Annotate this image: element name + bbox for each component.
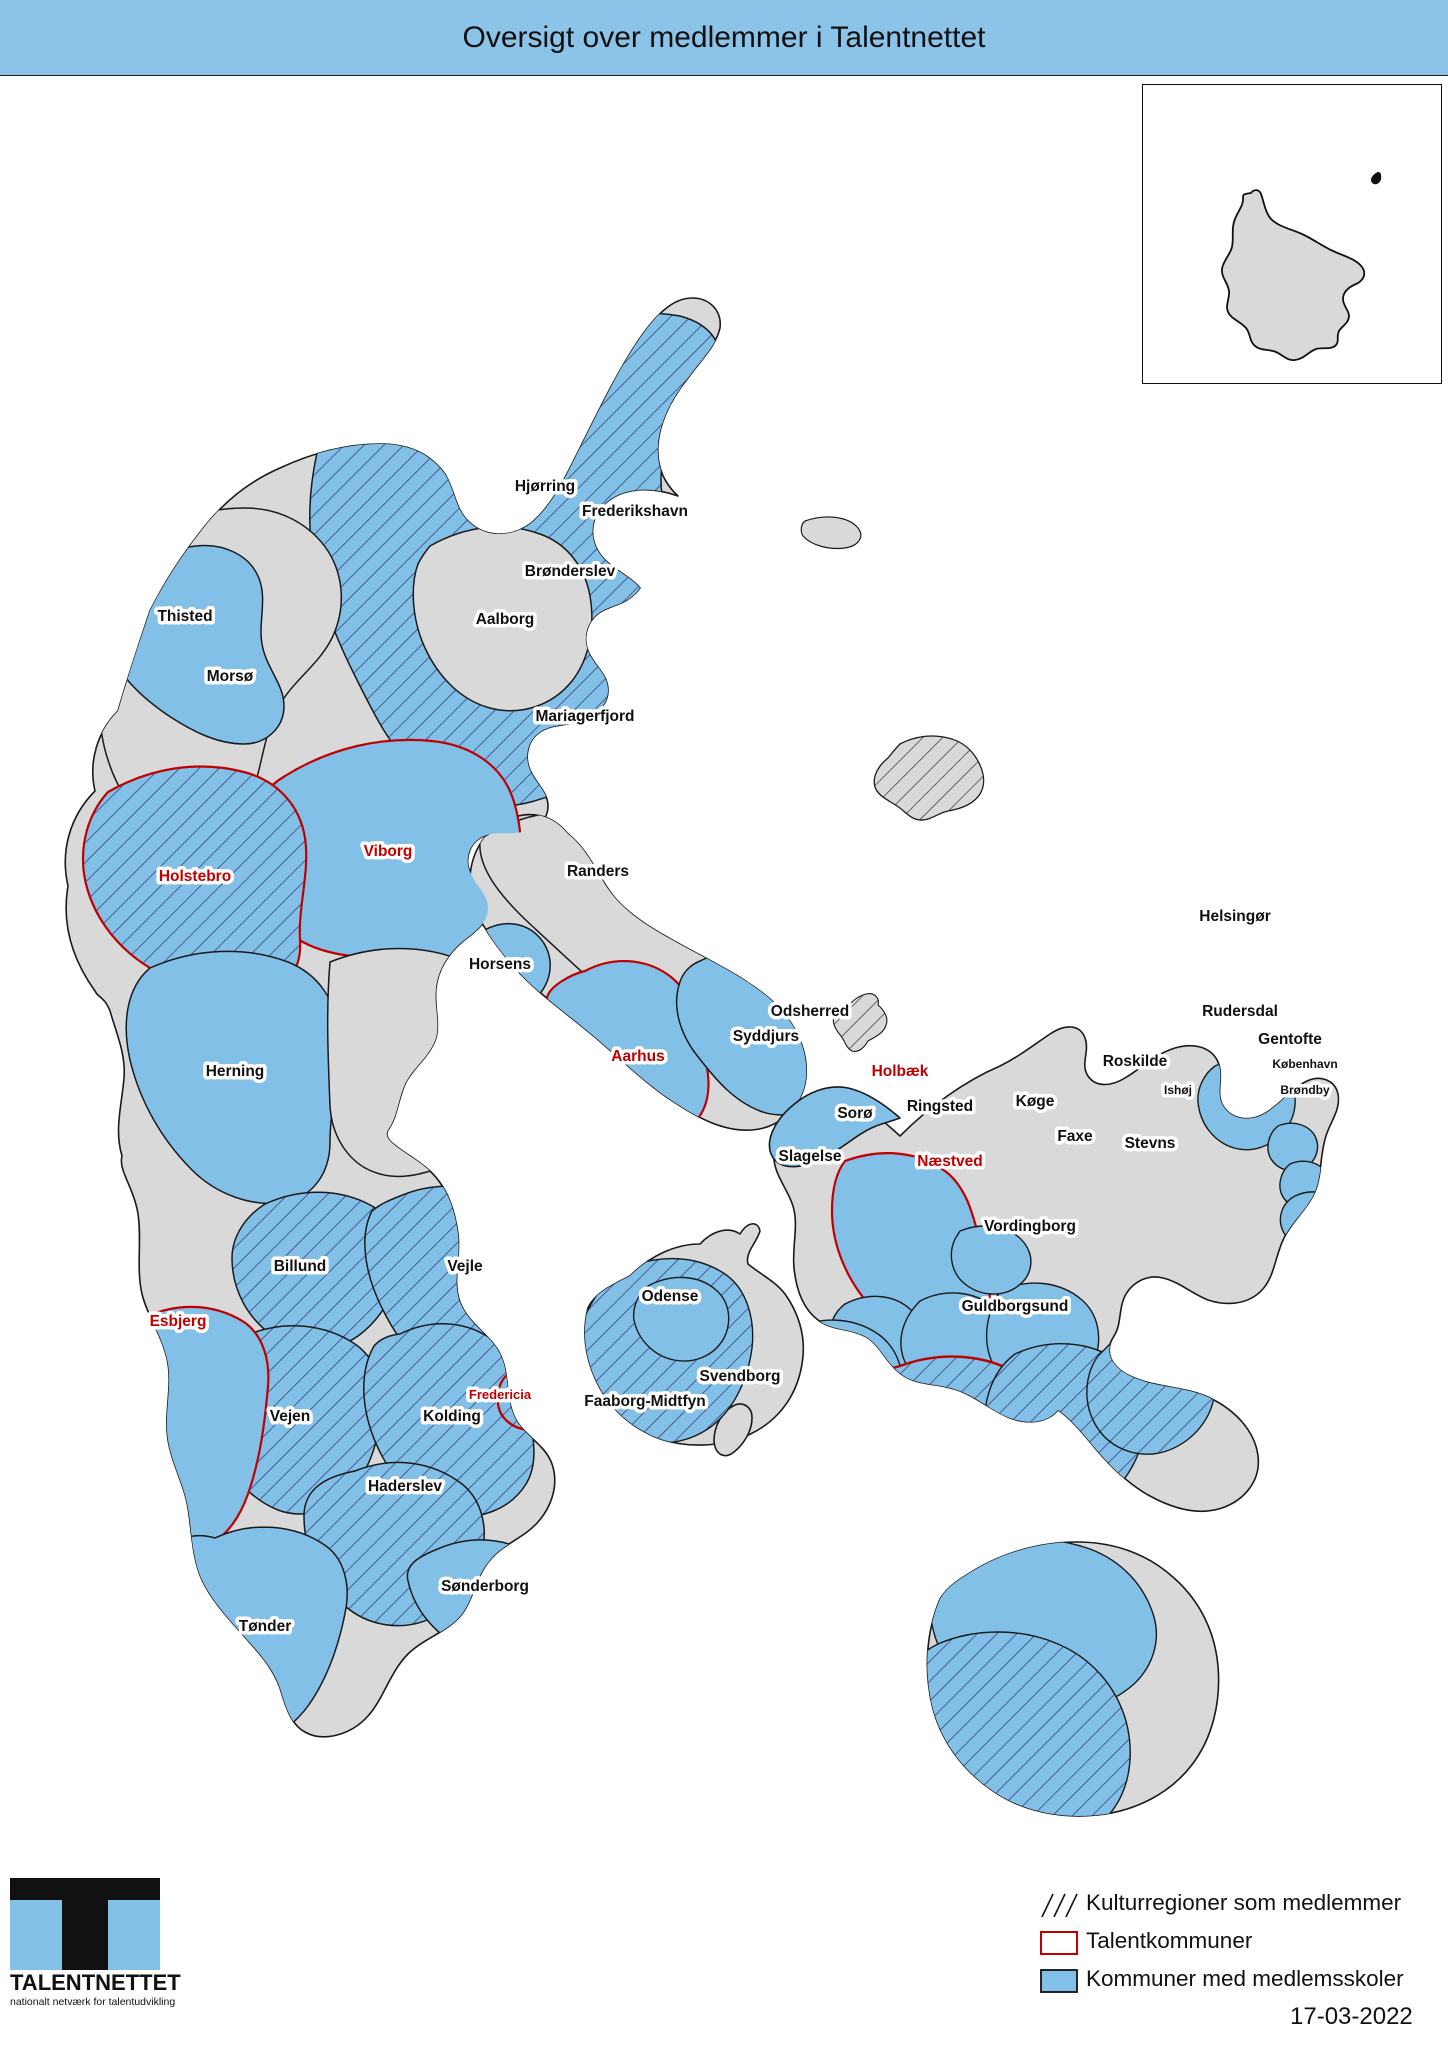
svg-text:Esbjerg: Esbjerg [150, 1313, 207, 1330]
svg-text:Odsherred: Odsherred [771, 1003, 849, 1020]
svg-text:Faxe: Faxe [1057, 1128, 1093, 1145]
svg-text:Ishøj: Ishøj [1164, 1083, 1192, 1097]
svg-text:Morsø: Morsø [207, 668, 254, 685]
svg-text:Næstved: Næstved [917, 1153, 982, 1170]
svg-text:TALENTNETTET: TALENTNETTET [10, 1970, 181, 1995]
svg-text:Aarhus: Aarhus [611, 1048, 664, 1065]
svg-text:Holbæk: Holbæk [872, 1063, 929, 1080]
svg-text:Guldborgsund: Guldborgsund [962, 1298, 1069, 1315]
svg-text:Gentofte: Gentofte [1258, 1031, 1322, 1048]
svg-text:Stevns: Stevns [1125, 1135, 1176, 1152]
svg-text:Roskilde: Roskilde [1103, 1053, 1168, 1070]
svg-text:Kolding: Kolding [423, 1408, 481, 1425]
svg-text:Horsens: Horsens [469, 956, 531, 973]
svg-text:Haderslev: Haderslev [368, 1478, 442, 1495]
svg-text:Helsingør: Helsingør [1199, 908, 1270, 925]
svg-text:Sorø: Sorø [837, 1105, 873, 1122]
svg-text:Slagelse: Slagelse [779, 1148, 842, 1165]
svg-text:Odense: Odense [642, 1288, 699, 1305]
svg-text:Svendborg: Svendborg [700, 1368, 781, 1385]
svg-text:København: København [1272, 1057, 1337, 1071]
svg-text:Faaborg-Midtfyn: Faaborg-Midtfyn [584, 1393, 705, 1410]
svg-text:Billund: Billund [274, 1258, 327, 1275]
svg-text:Thisted: Thisted [157, 608, 212, 625]
svg-text:Brøndby: Brøndby [1280, 1083, 1330, 1097]
svg-text:Herning: Herning [206, 1063, 265, 1080]
svg-text:Frederikshavn: Frederikshavn [582, 503, 688, 520]
svg-text:Vordingborg: Vordingborg [984, 1218, 1076, 1235]
svg-text:nationalt netværk for talentud: nationalt netværk for talentudvikling [10, 1996, 175, 2008]
svg-text:Brønderslev: Brønderslev [525, 563, 616, 580]
svg-text:Viborg: Viborg [364, 843, 413, 860]
svg-text:Syddjurs: Syddjurs [733, 1028, 799, 1045]
svg-text:Sønderborg: Sønderborg [441, 1578, 529, 1595]
svg-text:Aalborg: Aalborg [476, 611, 535, 628]
svg-text:Vejle: Vejle [447, 1258, 483, 1275]
svg-text:Hjørring: Hjørring [515, 478, 575, 495]
svg-text:Rudersdal: Rudersdal [1202, 1003, 1278, 1020]
svg-text:Vejen: Vejen [270, 1408, 311, 1425]
svg-text:Randers: Randers [567, 863, 629, 880]
svg-text:Mariagerfjord: Mariagerfjord [535, 708, 634, 725]
svg-text:Holstebro: Holstebro [159, 868, 231, 885]
svg-text:Ringsted: Ringsted [907, 1098, 973, 1115]
svg-text:Køge: Køge [1016, 1093, 1055, 1110]
svg-text:Tønder: Tønder [239, 1618, 292, 1635]
svg-text:Fredericia: Fredericia [469, 1387, 532, 1402]
